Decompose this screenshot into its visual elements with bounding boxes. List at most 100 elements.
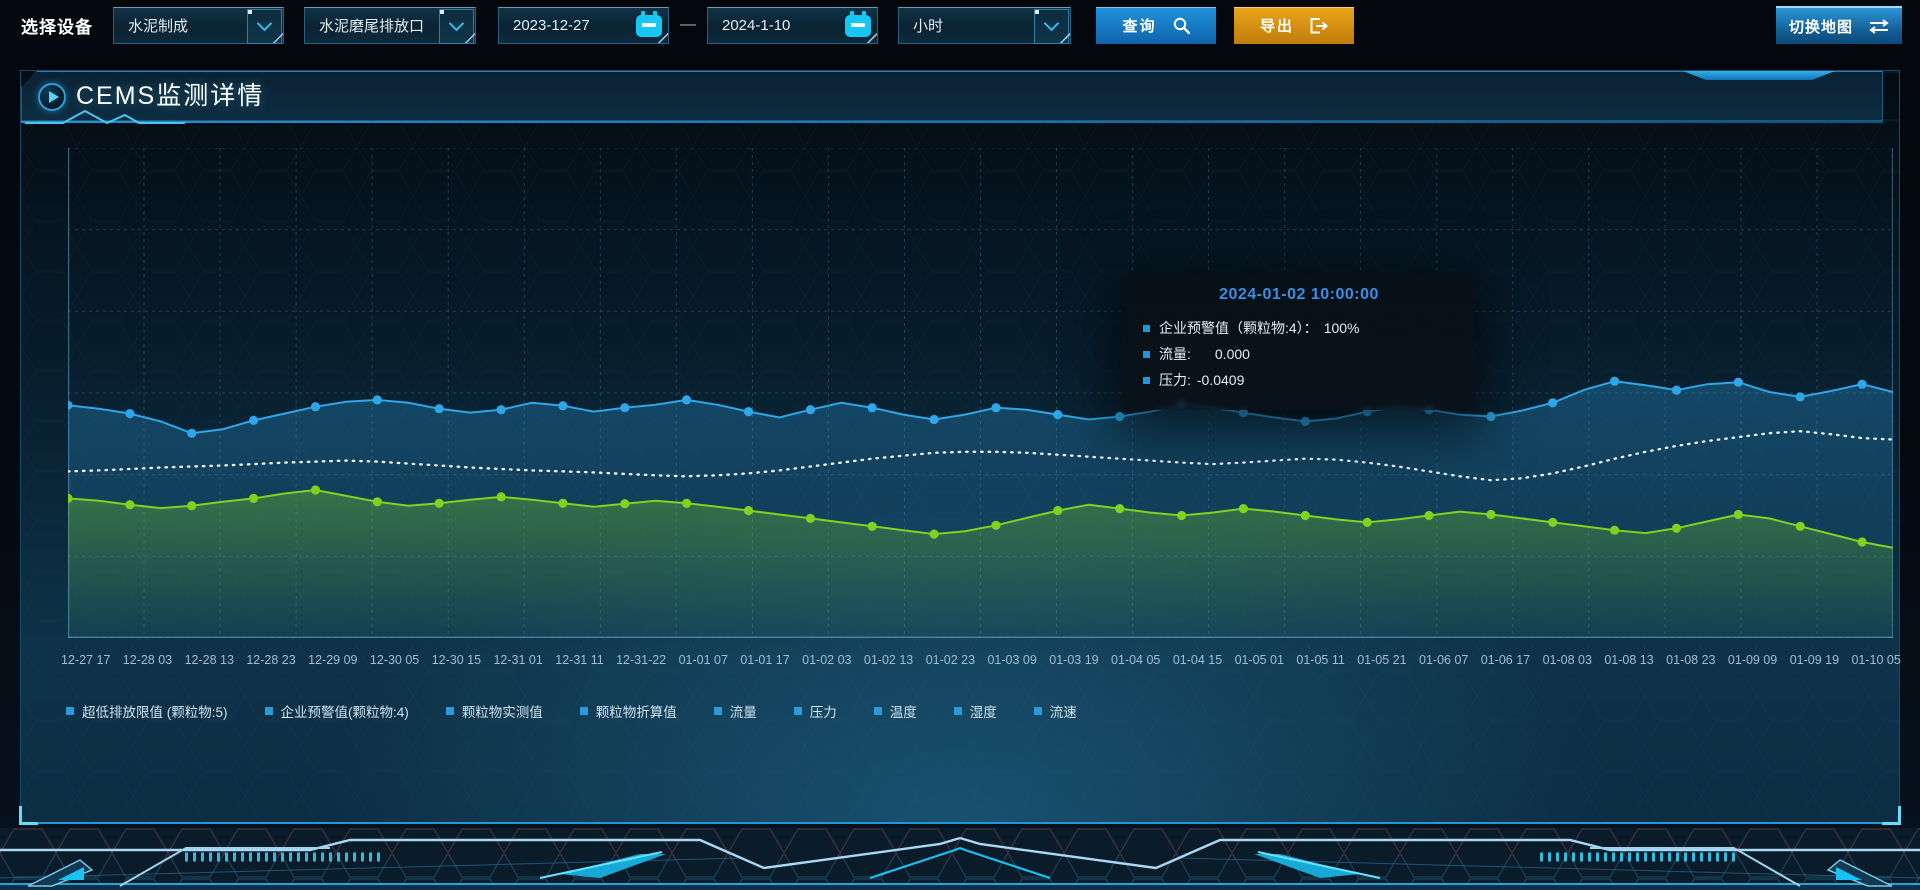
legend-marker-icon	[953, 707, 962, 715]
chart-legend: 超低排放限值 (颗粒物:5) 企业预警值(颗粒物:4) 颗粒物实测值 颗粒物折算值 流量…	[66, 701, 1114, 721]
device-select-label: 选择设备	[21, 17, 93, 37]
switch-map-button[interactable]: 切换地图	[1776, 6, 1902, 44]
legend-item[interactable]: 流速	[1033, 701, 1077, 721]
x-axis-label: 12-28 23	[246, 653, 296, 667]
legend-item[interactable]: 颗粒物折算值	[579, 701, 677, 721]
x-axis-label: 01-02 23	[925, 653, 976, 667]
legend-marker-icon	[66, 707, 74, 715]
legend-item[interactable]: 流量	[713, 701, 757, 721]
legend-label: 颗粒物折算值	[595, 705, 677, 720]
legend-marker-icon	[1033, 707, 1042, 715]
panel-title: CEMS监测详情	[76, 82, 265, 110]
chart-tooltip: 2024-01-02 10:00:00 企业预警值（颗粒物:4）： 100% 流量:…	[1123, 271, 1475, 410]
panel-titlebar: CEMS监测详情	[21, 71, 1883, 121]
series-line-流量	[68, 380, 1893, 435]
cems-panel: CEMS监测详情 12-27 17 12-28 03 12-28 13 12-28 2…	[19, 70, 1901, 825]
tooltip-row: 企业预警值（颗粒物:4）： 100%	[1143, 315, 1455, 341]
calendar-icon[interactable]	[845, 10, 871, 37]
start-date-input[interactable]: 2023-12-27	[498, 6, 669, 44]
chevron-glyph	[1043, 15, 1060, 32]
tooltip-row-value: -0.0409	[1196, 372, 1245, 388]
series-markers-流量	[68, 376, 1867, 438]
x-axis-label: 01-02 03	[802, 653, 852, 667]
x-axis-label: 12-28 13	[184, 653, 234, 667]
query-button[interactable]: 查询	[1096, 6, 1216, 44]
x-axis-label: 12-31-22	[616, 653, 667, 667]
date-range-separator: —	[680, 16, 696, 33]
legend-label: 压力	[809, 705, 837, 720]
tooltip-marker-icon	[1143, 376, 1150, 384]
x-axis-label: 01-05 11	[1296, 653, 1345, 667]
export-icon	[1310, 17, 1328, 33]
cems-line-chart[interactable]	[68, 148, 1893, 638]
legend-marker-icon	[713, 707, 722, 715]
start-date-value: 2023-12-27	[513, 16, 590, 34]
legend-marker-icon	[793, 707, 802, 715]
x-axis-label: 12-27 17	[61, 653, 111, 667]
footer-decoration	[0, 828, 1920, 890]
x-axis-label: 01-05 01	[1234, 653, 1284, 667]
chevron-down-icon[interactable]	[439, 8, 474, 44]
interval-select[interactable]: 小时	[898, 6, 1071, 44]
legend-item[interactable]: 企业预警值(颗粒物:4)	[264, 701, 409, 721]
legend-item[interactable]: 颗粒物实测值	[445, 701, 543, 721]
tooltip-row-value: 0.000	[1214, 346, 1250, 362]
outlet-select-value: 水泥磨尾排放口	[319, 17, 425, 35]
toolbar: 选择设备 水泥制成 水泥磨尾排放口 2023-12-27 — 2024-1-10…	[0, 0, 1920, 50]
titlebar-notch-decoration	[1683, 71, 1835, 80]
titlebar-separator-line	[21, 121, 1883, 123]
x-axis: 12-27 17 12-28 03 12-28 13 12-28 23 12-29 09…	[61, 653, 1901, 667]
x-axis-label: 01-01 17	[740, 653, 790, 667]
legend-item[interactable]: 超低排放限值 (颗粒物:5)	[66, 701, 228, 721]
device-select[interactable]: 水泥制成	[113, 6, 284, 44]
x-axis-label: 12-30 05	[369, 653, 420, 667]
x-axis-label: 01-03 19	[1049, 653, 1099, 667]
tooltip-row-label: 企业预警值（颗粒物:4）：	[1159, 320, 1318, 336]
tooltip-marker-icon	[1143, 324, 1150, 332]
legend-label: 温度	[889, 705, 917, 720]
tooltip-row-label: 流量:	[1159, 346, 1191, 362]
legend-label: 流速	[1049, 705, 1077, 720]
play-icon[interactable]	[38, 83, 66, 111]
x-axis-label: 01-08 03	[1542, 653, 1592, 667]
outlet-select[interactable]: 水泥磨尾排放口	[304, 6, 476, 44]
x-axis-label: 01-01 07	[678, 653, 728, 667]
legend-item[interactable]: 压力	[793, 701, 837, 721]
x-axis-label: 01-09 09	[1727, 653, 1778, 667]
legend-marker-icon	[264, 707, 273, 715]
chevron-down-icon[interactable]	[1034, 8, 1069, 44]
tooltip-marker-icon	[1143, 350, 1150, 358]
calendar-icon[interactable]	[636, 10, 662, 37]
legend-item[interactable]: 湿度	[953, 701, 997, 721]
x-axis-label: 01-08 23	[1666, 653, 1716, 667]
export-button[interactable]: 导出	[1234, 6, 1354, 44]
swap-icon	[1869, 18, 1889, 34]
x-axis-label: 12-31 01	[493, 653, 543, 667]
legend-marker-icon	[445, 707, 454, 715]
x-axis-label: 12-28 03	[122, 653, 173, 667]
tooltip-rows: 企业预警值（颗粒物:4）： 100% 流量: 0.000 压力: -0.0409	[1143, 315, 1455, 393]
legend-label: 湿度	[969, 705, 997, 720]
series-line-企业预警值(颗粒物:4)	[68, 430, 1893, 482]
x-axis-label: 01-06 17	[1480, 653, 1531, 667]
series-area-压力	[68, 490, 1893, 638]
device-select-value: 水泥制成	[128, 17, 189, 35]
legend-item[interactable]: 温度	[873, 701, 917, 721]
series-line-压力	[68, 488, 1893, 549]
tooltip-row-label: 压力:	[1159, 372, 1191, 388]
x-axis-label: 01-05 21	[1357, 653, 1407, 667]
tooltip-row: 流量: 0.000	[1143, 341, 1455, 367]
end-date-input[interactable]: 2024-1-10	[707, 6, 878, 44]
series-markers-压力	[68, 485, 1867, 547]
chevron-down-icon[interactable]	[247, 8, 282, 44]
x-axis-label: 01-10 05	[1851, 653, 1901, 667]
x-axis-label: 01-08 13	[1604, 653, 1654, 667]
x-axis-label: 12-30 15	[431, 653, 482, 667]
tooltip-timestamp: 2024-01-02 10:00:00	[1219, 286, 1379, 303]
x-axis-label: 01-02 13	[863, 653, 914, 667]
legend-marker-icon	[873, 707, 882, 715]
export-button-label: 导出	[1259, 18, 1294, 35]
legend-marker-icon	[579, 707, 588, 715]
interval-select-value: 小时	[913, 17, 944, 35]
